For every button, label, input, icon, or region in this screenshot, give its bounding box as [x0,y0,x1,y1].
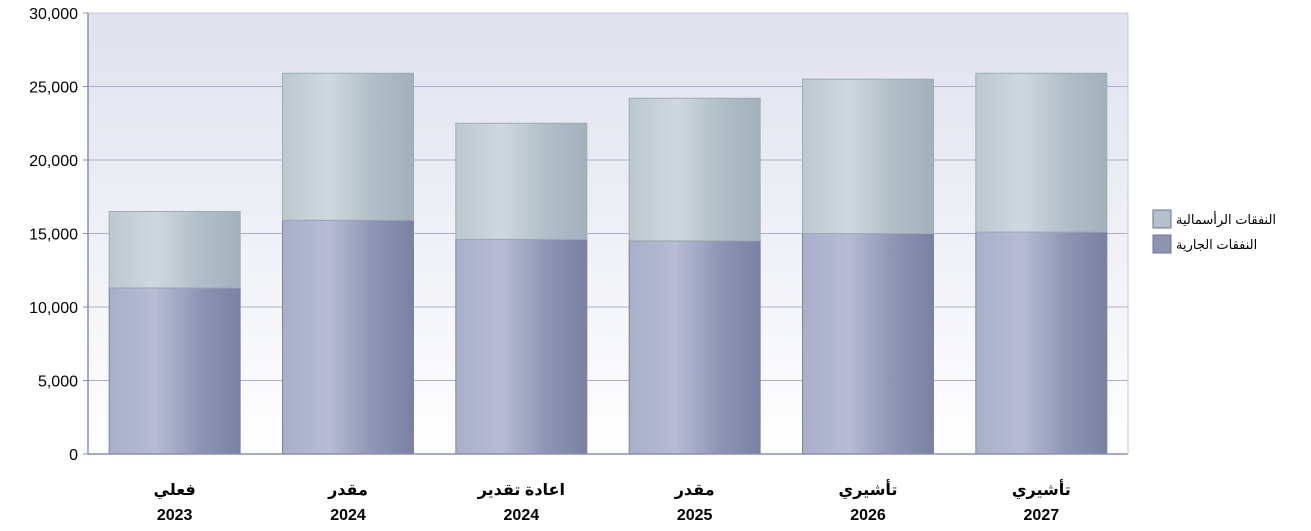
x-category-label: مقدر [327,482,368,499]
bar-segment-current [628,240,761,455]
bar-segment-current [282,219,414,455]
x-category-label: تأشيري [1012,479,1071,500]
bar-segment-capital [802,78,934,235]
legend: النفقات الرأسمالية النفقات الجارية [1152,209,1276,254]
bar-segment-capital [282,72,414,221]
x-category-year: 2023 [157,507,193,524]
bar-segment-capital [628,97,761,242]
x-category-year: 2026 [850,507,886,524]
y-tick-label: 0 [69,447,78,464]
x-category-label: اعادة تقدير [477,482,565,499]
bar-segment-capital [455,122,588,240]
legend-label: النفقات الرأسمالية [1176,211,1276,228]
y-tick-label: 5,000 [38,374,78,391]
bar-segment-capital [975,72,1108,233]
x-category-year: 2027 [1024,507,1060,524]
y-tick-label: 10,000 [29,300,78,317]
axes: 0 5,000 10,000 15,000 20,000 25,000 30,000 فعلي… [29,6,1129,524]
x-category-year: 2024 [330,507,366,524]
bar-segment-current [802,233,934,455]
y-tick-label: 15,000 [29,227,78,244]
y-tick-label: 20,000 [29,153,78,170]
bar-segment-capital [108,210,241,289]
bar-segment-current [108,287,241,455]
y-tick-label: 30,000 [29,6,78,23]
bars [108,72,1108,455]
x-category-year: 2024 [504,507,540,524]
x-category-label: تأشيري [839,479,898,500]
legend-label: النفقات الجارية [1176,237,1257,253]
x-category-year: 2025 [677,507,713,524]
plot-area [88,12,1128,454]
bar-segment-current [455,238,588,455]
x-category-label: فعلي [154,482,196,500]
legend-swatch [1152,234,1172,254]
legend-swatch [1152,209,1172,229]
bar-segment-current [975,231,1108,455]
y-tick-label: 25,000 [29,80,78,97]
x-category-label: مقدر [674,482,715,499]
